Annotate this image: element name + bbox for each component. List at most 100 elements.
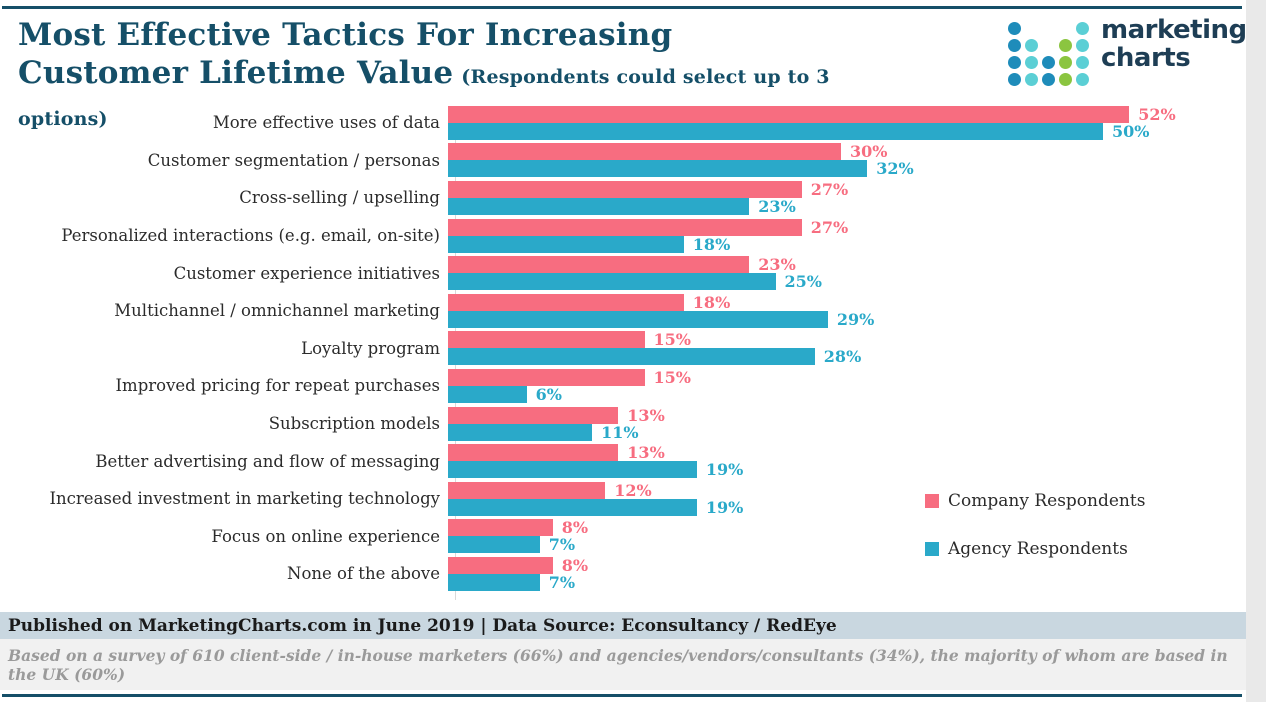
chart-row: Loyalty program 15% 28% — [0, 330, 1246, 368]
value-label: 18% — [692, 292, 731, 312]
legend-item: Agency Respondents — [925, 539, 1145, 559]
bar-agency — [448, 235, 684, 253]
legend-label: Company Respondents — [948, 491, 1146, 511]
bar-pair: 27% 23% — [448, 179, 1246, 216]
value-label: 52% — [1138, 104, 1176, 124]
bar-agency — [448, 498, 697, 516]
bar-company — [448, 406, 619, 424]
bar-line: 23% — [448, 196, 1246, 216]
bar-line: 11% — [448, 423, 1246, 442]
marketingcharts-logo: marketing charts — [1008, 16, 1247, 86]
value-label: 13% — [627, 405, 665, 425]
logo-dot-icon — [1076, 22, 1089, 35]
logo-dot-empty — [1042, 22, 1055, 35]
logo-dot-icon — [1008, 39, 1021, 52]
legend-swatch-icon — [925, 494, 939, 508]
bar-agency — [448, 536, 540, 554]
bar-company — [448, 218, 802, 236]
value-label: 23% — [758, 255, 796, 275]
bar-agency — [448, 122, 1103, 140]
logo-dot-icon — [1008, 56, 1021, 69]
bar-line: 15% — [448, 330, 1246, 350]
category-label: Multichannel / omnichannel marketing — [114, 301, 440, 321]
category-label: Increased investment in marketing techno… — [49, 489, 440, 509]
bar-line: 6% — [448, 385, 1246, 404]
bar-company — [448, 256, 750, 274]
chart-row: Cross-selling / upselling 27% 23% — [0, 179, 1246, 217]
logo-word-1: marketing — [1101, 15, 1247, 45]
bottom-rule — [2, 694, 1242, 697]
value-label: 19% — [705, 497, 744, 517]
bar-agency — [448, 423, 593, 441]
value-label: 12% — [614, 480, 652, 500]
bar-line: 13% — [448, 405, 1246, 425]
bar-company — [448, 331, 645, 349]
value-label: 30% — [850, 142, 888, 162]
top-rule — [2, 6, 1242, 9]
bar-line: 27% — [448, 218, 1246, 237]
bar-line: 32% — [448, 159, 1246, 179]
bar-line: 7% — [448, 572, 1246, 592]
chart-row: Customer experience initiatives 23% 25% — [0, 254, 1246, 292]
logo-dot-icon — [1059, 39, 1072, 52]
category-label: Better advertising and flow of messaging — [95, 451, 440, 471]
bar-line: 18% — [448, 234, 1246, 254]
title-line-1: Most Effective Tactics For Increasing — [18, 17, 673, 53]
category-label: Focus on online experience — [211, 526, 440, 546]
bar-pair: 13% 19% — [448, 443, 1246, 480]
category-label: None of the above — [287, 564, 440, 584]
bar-company — [448, 293, 684, 311]
bar-line: 19% — [448, 497, 1246, 517]
value-label: 23% — [758, 196, 796, 216]
bar-line: 52% — [448, 104, 1246, 124]
category-label: Subscription models — [268, 414, 440, 434]
bar-line: 30% — [448, 142, 1246, 162]
chart-row: Increased investment in marketing techno… — [0, 480, 1246, 518]
bar-line: 12% — [448, 480, 1246, 500]
bar-agency — [448, 461, 697, 479]
value-label: 27% — [810, 179, 849, 199]
logo-dot-empty — [1059, 22, 1072, 35]
chart-row: Better advertising and flow of messaging… — [0, 442, 1246, 480]
title-subtitle: (Respondents could select up to 3 option… — [18, 66, 830, 130]
bar-pair: 30% 32% — [448, 142, 1246, 179]
logo-dot-icon — [1042, 56, 1055, 69]
value-label: 18% — [692, 234, 731, 254]
category-label: Personalized interactions (e.g. email, o… — [61, 226, 440, 246]
value-label: 13% — [627, 443, 665, 463]
bar-company — [448, 556, 553, 574]
bar-agency — [448, 273, 776, 291]
chart-row: More effective uses of data 52% 50% — [0, 104, 1246, 142]
logo-wordmark: marketing charts — [1101, 16, 1247, 72]
bar-pair: 8% 7% — [448, 518, 1246, 554]
bar-pair: 27% 18% — [448, 218, 1246, 254]
bar-line: 8% — [448, 518, 1246, 537]
logo-dot-icon — [1076, 39, 1089, 52]
value-label: 19% — [705, 460, 744, 480]
logo-dot-icon — [1025, 73, 1038, 86]
bar-company — [448, 444, 619, 462]
chart-row: Personalized interactions (e.g. email, o… — [0, 217, 1246, 255]
legend-swatch-icon — [925, 542, 939, 556]
page-title: Most Effective Tactics For Increasing Cu… — [18, 16, 918, 138]
logo-dots-icon — [1008, 22, 1089, 86]
bar-company — [448, 519, 553, 537]
title-line-2-text: Customer Lifetime Value — [18, 55, 454, 91]
logo-dot-empty — [1025, 22, 1038, 35]
value-label: 15% — [653, 330, 691, 350]
category-label: Cross-selling / upselling — [239, 188, 440, 208]
category-label: Loyalty program — [301, 338, 440, 358]
value-label: 29% — [836, 309, 875, 329]
logo-dot-icon — [1059, 73, 1072, 86]
bar-pair: 15% 6% — [448, 368, 1246, 404]
value-label: 7% — [548, 572, 576, 592]
category-label: Customer segmentation / personas — [147, 150, 440, 170]
bar-agency — [448, 348, 815, 366]
category-label: Improved pricing for repeat purchases — [115, 376, 440, 396]
value-label: 32% — [876, 159, 914, 179]
logo-dot-empty — [1042, 39, 1055, 52]
logo-dot-icon — [1059, 56, 1072, 69]
legend-label: Agency Respondents — [948, 539, 1128, 559]
survey-note-text: Based on a survey of 610 client-side / i… — [8, 645, 1228, 684]
